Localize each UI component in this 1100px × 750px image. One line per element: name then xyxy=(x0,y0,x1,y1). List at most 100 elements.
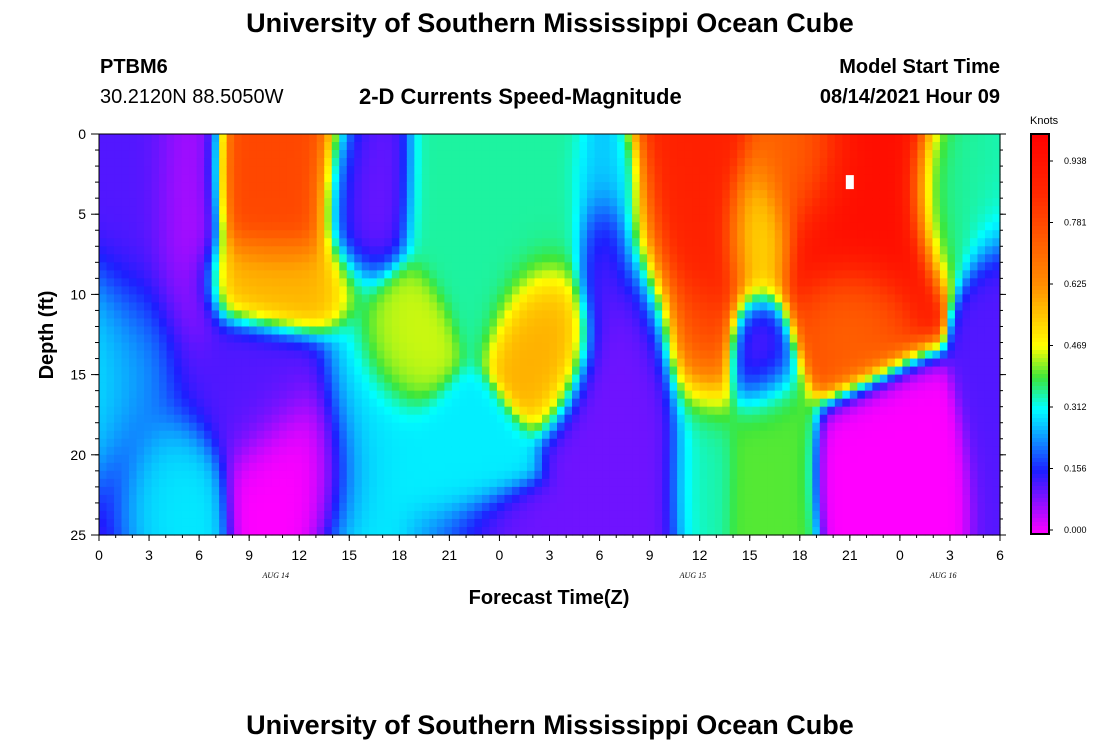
heatmap-cell xyxy=(834,182,843,191)
heatmap-cell xyxy=(121,406,130,416)
heatmap-cell xyxy=(159,382,168,392)
heatmap-cell xyxy=(804,414,813,424)
heatmap-cell xyxy=(249,350,258,360)
heatmap-cell xyxy=(827,518,836,528)
heatmap-cell xyxy=(264,422,273,432)
heatmap-cell xyxy=(647,214,656,223)
heatmap-cell xyxy=(639,486,648,496)
heatmap-cell xyxy=(444,278,453,287)
heatmap-cell xyxy=(639,150,648,159)
heatmap-cell xyxy=(361,294,370,304)
heatmap-cell xyxy=(189,414,198,424)
heatmap-cell xyxy=(639,390,648,400)
heatmap-cell xyxy=(159,270,168,279)
heatmap-cell xyxy=(609,302,618,312)
heatmap-cell xyxy=(316,206,325,215)
heatmap-cell xyxy=(812,310,821,320)
heatmap-cell xyxy=(466,438,476,448)
heatmap-cell xyxy=(294,366,303,376)
heatmap-cell xyxy=(324,486,333,496)
heatmap-cell xyxy=(789,214,798,223)
heatmap-cell xyxy=(692,470,701,480)
heatmap-cell xyxy=(166,262,175,271)
heatmap-cell xyxy=(286,302,295,312)
heatmap-cell xyxy=(504,382,513,392)
heatmap-cell xyxy=(519,398,528,408)
heatmap-cell xyxy=(722,286,731,295)
heatmap-cell xyxy=(557,390,566,400)
heatmap-cell xyxy=(647,134,656,143)
heatmap-cell xyxy=(474,486,483,496)
heatmap-cell xyxy=(519,510,528,520)
heatmap-cell xyxy=(489,134,498,143)
heatmap-cell xyxy=(759,310,768,320)
heatmap-cell xyxy=(279,374,288,384)
heatmap-cell xyxy=(602,238,611,247)
heatmap-cell xyxy=(459,134,468,143)
heatmap-cell xyxy=(181,286,190,295)
heatmap-cell xyxy=(279,502,288,512)
heatmap-cell xyxy=(136,454,145,464)
heatmap-cell xyxy=(707,310,716,320)
heatmap-cell xyxy=(121,142,130,151)
heatmap-cell xyxy=(451,406,460,416)
heatmap-cell xyxy=(129,526,138,536)
heatmap-cell xyxy=(842,230,851,239)
heatmap-cell xyxy=(279,174,288,183)
heatmap-cell xyxy=(827,150,836,159)
heatmap-cell xyxy=(444,422,453,432)
heatmap-cell xyxy=(534,374,543,384)
heatmap-cell xyxy=(737,294,746,304)
heatmap-cell xyxy=(496,166,506,175)
heatmap-cell xyxy=(812,382,821,392)
heatmap-cell xyxy=(617,494,626,504)
heatmap-cell xyxy=(129,326,138,336)
heatmap-cell xyxy=(399,350,408,360)
heatmap-cell xyxy=(106,342,115,352)
heatmap-cell xyxy=(744,502,753,512)
heatmap-cell xyxy=(662,270,671,279)
heatmap-cell xyxy=(114,198,123,207)
heatmap-cell xyxy=(451,190,460,199)
heatmap-cell xyxy=(204,478,213,488)
heatmap-cell xyxy=(301,462,310,472)
heatmap-cell xyxy=(436,198,445,207)
heatmap-cell xyxy=(279,318,288,328)
heatmap-cell xyxy=(151,286,160,295)
heatmap-cell xyxy=(481,174,491,183)
heatmap-cell xyxy=(489,334,498,344)
heatmap-cell xyxy=(564,398,573,408)
heatmap-cell xyxy=(549,406,558,416)
heatmap-cell xyxy=(699,366,708,376)
heatmap-cell xyxy=(256,462,265,472)
heatmap-cell xyxy=(737,390,746,400)
heatmap-cell xyxy=(549,486,558,496)
heatmap-cell xyxy=(729,286,738,295)
heatmap-cell xyxy=(782,238,791,247)
heatmap-cell xyxy=(541,358,551,368)
heatmap-cell xyxy=(602,462,611,472)
heatmap-cell xyxy=(774,478,783,488)
heatmap-cell xyxy=(391,382,400,392)
heatmap-cell xyxy=(399,526,408,536)
heatmap-cell xyxy=(106,374,115,384)
heatmap-cell xyxy=(309,430,318,440)
heatmap-cell xyxy=(114,326,123,336)
heatmap-cell xyxy=(804,350,813,360)
heatmap-cell xyxy=(369,246,378,255)
heatmap-cell xyxy=(511,502,521,512)
heatmap-cell xyxy=(429,302,438,312)
heatmap-cell xyxy=(722,422,731,432)
heatmap-cell xyxy=(361,454,370,464)
heatmap-cell xyxy=(99,438,108,448)
heatmap-cell xyxy=(819,502,828,512)
heatmap-cell xyxy=(587,518,596,528)
heatmap-cell xyxy=(181,150,190,159)
heatmap-cell xyxy=(797,414,806,424)
heatmap-cell xyxy=(369,198,378,207)
heatmap-cell xyxy=(827,182,836,191)
heatmap-cell xyxy=(271,158,280,167)
heatmap-cell xyxy=(519,294,528,304)
heatmap-cell xyxy=(759,230,768,239)
heatmap-cell xyxy=(609,326,618,336)
